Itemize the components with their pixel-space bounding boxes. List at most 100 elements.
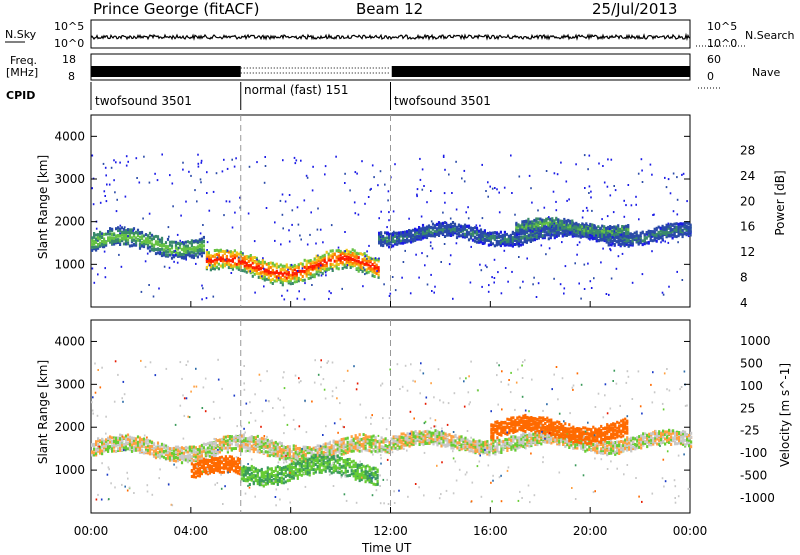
power-cell — [648, 231, 650, 234]
velocity-cell — [249, 477, 251, 480]
power-cell — [137, 229, 139, 232]
power-cell — [398, 240, 400, 243]
noise-sky-line — [91, 35, 690, 39]
velocity-cell — [287, 479, 289, 482]
power-cell — [686, 225, 688, 228]
power-cell — [310, 272, 312, 275]
power-cell — [99, 238, 101, 241]
power-scatter-cell — [164, 266, 166, 268]
velocity-cell — [347, 441, 349, 444]
velocity-cell — [339, 463, 341, 466]
power-scatter-cell — [641, 170, 643, 172]
power-cell — [276, 266, 278, 269]
velocity-cell — [359, 441, 361, 444]
velocity-cell — [317, 465, 319, 468]
power-cell — [193, 254, 195, 257]
velocity-cell — [245, 443, 247, 446]
power-colorbar-tick: 4 — [740, 296, 748, 310]
power-cell — [360, 261, 362, 264]
power-scatter-cell — [504, 187, 506, 189]
power-cell — [424, 227, 426, 230]
power-cell — [212, 255, 214, 258]
velocity-cell — [101, 442, 103, 445]
velocity-cell — [271, 439, 273, 442]
power-cell — [656, 240, 658, 243]
velocity-cell — [311, 460, 313, 463]
power-cell — [549, 218, 551, 221]
velocity-cell — [183, 458, 185, 461]
power-cell — [406, 230, 408, 233]
velocity-cell — [261, 437, 263, 440]
power-scatter-cell — [421, 216, 423, 218]
velocity-cell — [279, 466, 281, 469]
power-scatter-cell — [263, 285, 265, 287]
power-cell — [688, 226, 690, 229]
velocity-cell — [181, 446, 183, 449]
velocity-cell — [209, 451, 211, 454]
power-cell — [605, 233, 607, 236]
power-cell — [254, 256, 256, 259]
power-cell — [208, 251, 210, 254]
velocity-cell — [319, 469, 321, 472]
velocity-cell — [373, 449, 375, 452]
velocity-cell — [111, 450, 113, 453]
power-cell — [296, 265, 298, 268]
power-scatter-cell — [282, 227, 284, 229]
power-cell — [111, 237, 113, 240]
power-scatter-cell — [403, 261, 405, 263]
velocity-cell — [219, 464, 221, 467]
power-cell — [545, 227, 547, 230]
velocity-cell — [157, 447, 159, 450]
power-cell — [129, 228, 131, 231]
power-scatter-cell — [274, 240, 276, 242]
power-cell — [446, 224, 448, 227]
velocity-cell — [283, 472, 285, 475]
velocity-cell — [163, 444, 165, 447]
velocity-cell — [341, 438, 343, 441]
power-cell — [416, 229, 418, 232]
power-cell — [620, 239, 622, 242]
power-cell — [476, 241, 478, 244]
velocity-cell — [199, 460, 201, 463]
power-cell — [436, 223, 438, 226]
velocity-cell — [143, 452, 145, 455]
power-cell — [484, 235, 486, 238]
power-cell — [618, 239, 620, 242]
power-cell — [640, 232, 642, 235]
power-cell — [280, 268, 282, 271]
power-cell — [214, 259, 216, 262]
power-cell — [454, 227, 456, 230]
power-cell — [502, 237, 504, 240]
velocity-cell — [291, 466, 293, 469]
power-scatter-cell — [213, 296, 215, 298]
power-cell — [177, 242, 179, 245]
power-cell — [537, 221, 539, 224]
velocity-cell — [275, 448, 277, 451]
power-cell — [603, 231, 605, 234]
power-cell — [272, 282, 274, 285]
power-scatter-cell — [232, 227, 234, 229]
power-cell — [666, 234, 668, 237]
power-cell — [314, 261, 316, 264]
power-scatter-cell — [335, 156, 337, 158]
power-scatter-cell — [487, 232, 489, 234]
power-scatter-cell — [198, 163, 200, 165]
velocity-cell — [291, 459, 293, 462]
velocity-cell — [287, 457, 289, 460]
velocity-cell — [157, 451, 159, 454]
velocity-cell — [339, 440, 341, 443]
velocity-cell — [401, 445, 403, 448]
power-cell — [378, 266, 380, 269]
power-cell — [658, 226, 660, 229]
power-scatter-cell — [553, 191, 555, 193]
velocity-cell — [303, 465, 305, 468]
power-cell — [656, 227, 658, 230]
power-cell — [334, 265, 336, 268]
velocity-cell — [339, 471, 341, 474]
velocity-cell — [255, 474, 257, 477]
power-cell — [512, 231, 514, 234]
power-scatter-cell — [442, 212, 444, 214]
power-cell — [472, 232, 474, 235]
velocity-cell — [265, 445, 267, 448]
velocity-cell — [315, 463, 317, 466]
